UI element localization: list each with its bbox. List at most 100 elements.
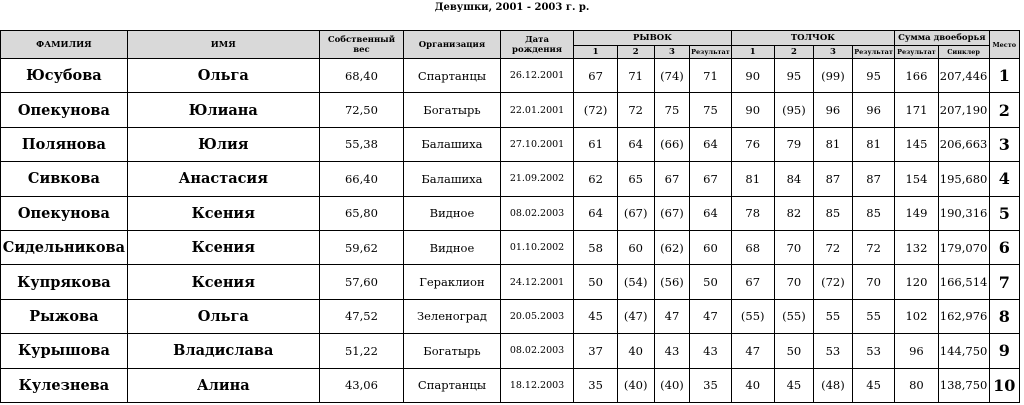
cj-result-cell: 72 — [851, 229, 896, 266]
cj-3-cell: 72 — [812, 229, 853, 266]
snatch-3-cell: (67) — [653, 195, 691, 231]
weight-cell: 68,40 — [318, 57, 405, 94]
surname-cell: Опекунова — [0, 195, 128, 231]
snatch-result-cell: 47 — [689, 298, 732, 335]
surname-cell: Сивкова — [0, 161, 128, 197]
organization-cell: Гераклион — [403, 264, 501, 300]
sinclair-cell: 190,316 — [937, 195, 990, 231]
total-cell: 145 — [894, 126, 939, 163]
cj-result-cell: 96 — [851, 92, 896, 128]
total-cell: 149 — [894, 195, 939, 231]
table-row: Опекунова Ксения 65,80 Видное 08.02.2003 64 (6… — [0, 195, 1021, 231]
snatch-2-cell: 71 — [616, 57, 655, 94]
place-cell: 9 — [988, 333, 1021, 369]
cj-2-cell: 70 — [773, 264, 814, 300]
weight-cell: 72,50 — [318, 92, 405, 128]
place-cell: 4 — [988, 161, 1021, 197]
snatch-result-cell: 71 — [689, 57, 732, 94]
dob-cell: 26.12.2001 — [499, 57, 575, 94]
cj-result-cell: 81 — [851, 126, 896, 163]
header-snatch-result: Результат — [689, 45, 732, 59]
name-cell: Ксения — [126, 264, 320, 300]
snatch-3-cell: (66) — [653, 126, 691, 163]
header-snatch-3: 3 — [653, 45, 691, 59]
header-cj-1: 1 — [730, 45, 775, 59]
place-cell: 2 — [988, 92, 1021, 128]
snatch-3-cell: (40) — [653, 367, 691, 403]
place-cell: 1 — [988, 57, 1021, 94]
cj-3-cell: (48) — [812, 367, 853, 403]
table-row: Кулезнева Алина 43,06 Спартанцы 18.12.2003 35… — [0, 367, 1021, 403]
cj-result-cell: 55 — [851, 298, 896, 335]
surname-cell: Купрякова — [0, 264, 128, 300]
dob-cell: 27.10.2001 — [499, 126, 575, 163]
organization-cell: Видное — [403, 195, 501, 231]
cj-2-cell: 45 — [773, 367, 814, 403]
sinclair-cell: 162,976 — [937, 298, 990, 335]
cj-3-cell: 96 — [812, 92, 853, 128]
snatch-1-cell: 45 — [573, 298, 618, 335]
cj-1-cell: 76 — [730, 126, 775, 163]
snatch-2-cell: 40 — [616, 333, 655, 369]
place-cell: 7 — [988, 264, 1021, 300]
sinclair-cell: 166,514 — [937, 264, 990, 300]
organization-cell: Спартанцы — [403, 367, 501, 403]
organization-cell: Богатырь — [403, 333, 501, 369]
cj-2-cell: 82 — [773, 195, 814, 231]
sinclair-cell: 144,750 — [937, 333, 990, 369]
snatch-result-cell: 50 — [689, 264, 732, 300]
header-snatch-1: 1 — [573, 45, 618, 59]
snatch-result-cell: 67 — [689, 161, 732, 197]
table-row: Курышова Владислава 51,22 Богатырь 08.02.200… — [0, 333, 1021, 369]
weight-cell: 59,62 — [318, 229, 405, 266]
cj-result-cell: 95 — [851, 57, 896, 94]
cj-2-cell: 50 — [773, 333, 814, 369]
cj-1-cell: 81 — [730, 161, 775, 197]
sinclair-cell: 206,663 — [937, 126, 990, 163]
snatch-3-cell: 75 — [653, 92, 691, 128]
snatch-1-cell: (72) — [573, 92, 618, 128]
dob-cell: 01.10.2002 — [499, 229, 575, 266]
dob-cell: 22.01.2001 — [499, 92, 575, 128]
dob-cell: 08.02.2003 — [499, 195, 575, 231]
snatch-2-cell: 72 — [616, 92, 655, 128]
snatch-1-cell: 64 — [573, 195, 618, 231]
snatch-3-cell: (74) — [653, 57, 691, 94]
cj-1-cell: 47 — [730, 333, 775, 369]
cj-3-cell: 53 — [812, 333, 853, 369]
cj-2-cell: 70 — [773, 229, 814, 266]
table-row: Полянова Юлия 55,38 Балашиха 27.10.2001 61 64(… — [0, 126, 1021, 163]
header-total: Сумма двоеборья — [894, 30, 990, 46]
place-cell: 6 — [988, 229, 1021, 266]
table-row: Сидельникова Ксения 59,62 Видное 01.10.2002 5… — [0, 229, 1021, 266]
cj-2-cell: (55) — [773, 298, 814, 335]
snatch-result-cell: 64 — [689, 126, 732, 163]
dob-cell: 18.12.2003 — [499, 367, 575, 403]
total-cell: 120 — [894, 264, 939, 300]
cj-1-cell: 78 — [730, 195, 775, 231]
sinclair-cell: 207,190 — [937, 92, 990, 128]
name-cell: Анастасия — [126, 161, 320, 197]
header-total-result: Результат — [894, 45, 939, 59]
header-clean-jerk: ТОЛЧОК — [730, 30, 896, 46]
header-name: ИМЯ — [126, 30, 320, 59]
snatch-1-cell: 50 — [573, 264, 618, 300]
cj-2-cell: 79 — [773, 126, 814, 163]
cj-result-cell: 53 — [851, 333, 896, 369]
place-cell: 10 — [988, 367, 1021, 403]
cj-1-cell: 67 — [730, 264, 775, 300]
place-cell: 8 — [988, 298, 1021, 335]
cj-2-cell: 84 — [773, 161, 814, 197]
total-cell: 102 — [894, 298, 939, 335]
header-cj-result: Результат — [851, 45, 896, 59]
snatch-3-cell: (62) — [653, 229, 691, 266]
header-cj-2: 2 — [773, 45, 814, 59]
cj-result-cell: 45 — [851, 367, 896, 403]
snatch-1-cell: 35 — [573, 367, 618, 403]
table-row: Юсубова Ольга 68,40 Спартанцы 26.12.2001 67 71… — [0, 57, 1021, 94]
header-weight: Собственный вес — [318, 30, 405, 59]
table-row: Опекунова Юлиана 72,50 Богатырь 22.01.2001 (7… — [0, 92, 1021, 128]
snatch-result-cell: 43 — [689, 333, 732, 369]
name-cell: Юлиана — [126, 92, 320, 128]
cj-1-cell: 68 — [730, 229, 775, 266]
